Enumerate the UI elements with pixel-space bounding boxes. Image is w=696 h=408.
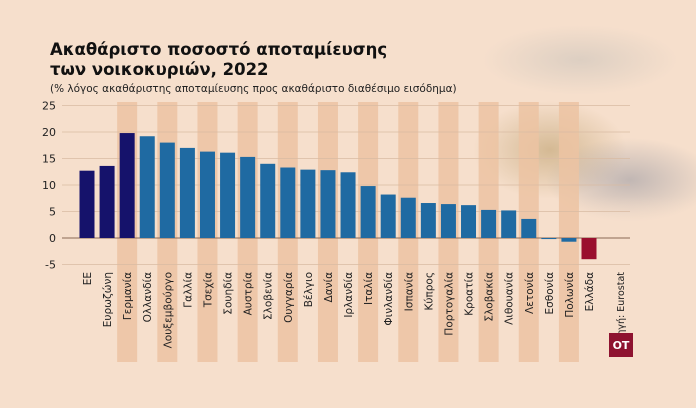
bar-Γερμανία [119,133,135,238]
x-tick-label: Λετονία [524,272,536,314]
bar-Κύπρος [420,203,436,238]
bar-Λουξεμβούργο [159,142,175,238]
x-tick-label: Σουηδία [223,272,235,315]
bar-Βέλγιο [300,169,316,238]
title-line: των νοικοκυριών, 2022 [50,60,269,79]
x-tick-label: Σλοβενία [263,272,275,320]
bar-Ισπανία [400,197,416,238]
bar-Λιθουανία [501,210,517,238]
ot-logo: ΟΤ [609,333,633,357]
x-tick-label: Τσεχία [202,272,214,308]
y-tick-label: 0 [49,232,56,245]
x-tick-label: Πολωνία [564,272,576,318]
x-tick-label: Ελλάδα [584,272,596,311]
y-tick-label: 15 [42,153,56,166]
bar-Λετονία [521,218,537,238]
y-tick-label: 5 [49,206,56,219]
bar-Ευρωζώνη [99,165,115,238]
x-tick-label: Αυστρία [243,272,255,315]
x-tick-label: Κροατία [464,272,476,316]
chart-title: Ακαθάριστο ποσοστό αποταμίευσης των νοικ… [50,40,387,80]
bar-Ιταλία [360,186,376,238]
x-tick-label: ΕΕ [82,272,94,285]
bar-Πορτογαλία [440,204,456,238]
x-tick-label: Κύπρος [423,272,435,311]
bar-Ιρλανδία [340,172,356,238]
x-tick-label: Ιρλανδία [343,272,355,318]
bar-Σλοβενία [260,163,276,238]
bar-Φινλανδία [380,194,396,238]
x-tick-label: Δανία [323,272,335,303]
source-note: Πηγή: Eurostat [616,272,627,343]
x-tick-label: Πορτογαλία [443,272,455,336]
x-tick-label: Σλοβακία [484,272,496,322]
bar-Ολλανδία [139,136,155,238]
x-tick-label: Λιθουανία [504,272,516,325]
bar-Κροατία [461,205,477,238]
x-tick-label: Ευρωζώνη [102,272,114,327]
y-tick-label: -5 [45,259,56,272]
x-tick-label: Ουγγαρία [283,272,295,323]
y-tick-label: 20 [42,126,56,139]
chart-subtitle: (% λόγος ακαθάριστης αποταμίευσης προς α… [50,83,457,95]
bar-Δανία [320,170,336,238]
bar-Πολωνία [561,238,577,242]
bar-Σουηδία [220,152,236,238]
x-tick-label: Φινλανδία [383,272,395,326]
x-tick-label: Ιταλία [363,272,375,305]
bar-Εσθονία [541,238,557,240]
bar-Αυστρία [240,156,256,238]
bar-Τσεχία [199,151,215,238]
bar-Ουγγαρία [280,167,296,238]
title-line: Ακαθάριστο ποσοστό αποταμίευσης [50,40,388,59]
x-tick-label: Γερμανία [122,272,134,320]
x-tick-label: Γαλλία [182,272,194,308]
x-tick-label: Εσθονία [544,272,556,315]
x-tick-label: Ολλανδία [142,272,154,322]
x-tick-label: Ισπανία [403,272,415,311]
x-tick-label: Βέλγιο [303,272,315,307]
y-tick-label: 10 [42,179,56,192]
column-stripe [558,102,579,362]
bar-Ελλάδα [581,238,597,260]
x-tick-label: Λουξεμβούργο [162,272,174,348]
y-tick-label: 25 [42,100,56,113]
bar-Σλοβακία [481,209,497,238]
bar-Γαλλία [179,147,195,238]
bar-ΕΕ [79,170,95,238]
